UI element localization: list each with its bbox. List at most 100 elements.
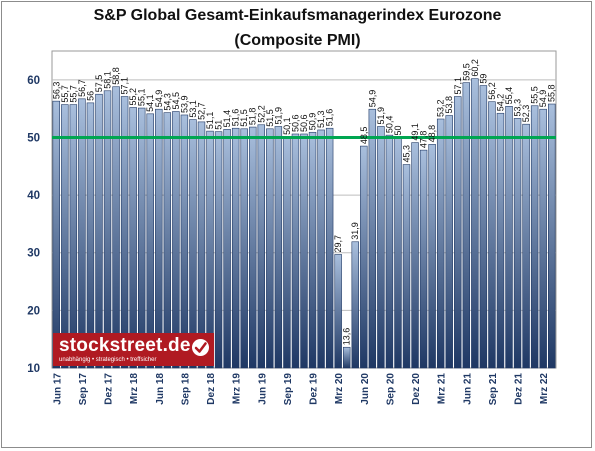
bar bbox=[428, 144, 436, 369]
bar-value-labels: 56,355,755,756,75657,558,158,857,155,255… bbox=[51, 59, 556, 345]
x-tick-label: Dez 21 bbox=[514, 373, 525, 405]
x-tick-label: Jun 21 bbox=[462, 373, 473, 405]
bar-value-label: 55,1 bbox=[137, 89, 147, 107]
bar-value-label: 51,9 bbox=[376, 107, 386, 125]
y-tick-label: 20 bbox=[27, 305, 40, 317]
bar-value-label: 51 bbox=[214, 120, 224, 130]
bar-value-label: 48,5 bbox=[359, 127, 369, 145]
bar-value-label: 51,8 bbox=[248, 108, 258, 126]
bar bbox=[180, 114, 189, 369]
bar-value-label: 50,4 bbox=[384, 116, 394, 134]
bar-value-label: 54,9 bbox=[538, 90, 548, 108]
bar-value-label: 58,1 bbox=[103, 71, 113, 89]
bar-value-label: 59,5 bbox=[461, 63, 471, 81]
bar-value-label: 54,1 bbox=[145, 94, 155, 112]
bar bbox=[436, 118, 445, 369]
y-tick-label: 40 bbox=[27, 190, 40, 202]
bar bbox=[206, 130, 214, 369]
x-tick-label: Dez 18 bbox=[206, 373, 217, 405]
bar bbox=[197, 121, 206, 369]
bar bbox=[505, 106, 513, 369]
bar bbox=[522, 123, 530, 369]
bar bbox=[334, 254, 342, 369]
bar-value-label: 29,7 bbox=[333, 235, 343, 253]
bar bbox=[283, 136, 291, 369]
x-axis: Jun 17 Sep 17 Dez 17 Mrz 18 Jun 18 Sep 18 Dez … bbox=[52, 373, 550, 406]
bar bbox=[513, 118, 522, 369]
bar-value-label: 60,2 bbox=[470, 59, 480, 77]
bar-value-label: 50 bbox=[393, 125, 403, 135]
bar-value-label: 51,1 bbox=[205, 112, 215, 130]
bar bbox=[548, 103, 556, 369]
x-tick-label: Dez 19 bbox=[309, 373, 320, 405]
bar bbox=[411, 142, 419, 369]
bar bbox=[342, 346, 351, 369]
bar-value-label: 51,5 bbox=[239, 109, 249, 127]
x-tick-label: Jun 18 bbox=[155, 373, 166, 405]
bar-value-label: 51,5 bbox=[265, 109, 275, 127]
bar bbox=[137, 107, 146, 369]
bar bbox=[172, 111, 180, 369]
bar bbox=[257, 124, 266, 369]
bar-value-label: 54,3 bbox=[162, 93, 172, 111]
bar-value-label: 54,9 bbox=[367, 90, 377, 108]
bar bbox=[223, 129, 231, 369]
bar bbox=[368, 108, 377, 369]
bar bbox=[274, 126, 283, 369]
bar bbox=[394, 137, 402, 369]
bar-value-label: 55,7 bbox=[60, 85, 70, 103]
bar-value-label: 57,1 bbox=[120, 77, 130, 95]
bar bbox=[300, 133, 308, 369]
y-tick-label: 10 bbox=[27, 363, 40, 375]
bar bbox=[129, 107, 137, 369]
bar-value-label: 52,7 bbox=[196, 102, 206, 120]
bar-value-label: 13,6 bbox=[342, 328, 352, 346]
bar bbox=[462, 82, 471, 369]
x-tick-label: Sep 20 bbox=[385, 373, 396, 406]
bar-value-label: 51,3 bbox=[316, 110, 326, 128]
x-tick-label: Mrz 21 bbox=[437, 373, 448, 405]
bar-value-label: 56,2 bbox=[487, 82, 497, 100]
bar bbox=[402, 164, 411, 369]
bar-value-label: 45,3 bbox=[402, 145, 412, 163]
bars bbox=[52, 78, 556, 369]
bar-value-label: 52,2 bbox=[256, 105, 266, 123]
bar-value-label: 56,3 bbox=[51, 82, 61, 100]
x-tick-label: Sep 19 bbox=[283, 373, 294, 406]
bar bbox=[539, 108, 547, 369]
bar-value-label: 51,4 bbox=[222, 110, 232, 128]
x-tick-label: Mrz 18 bbox=[129, 373, 140, 405]
bar bbox=[530, 105, 539, 369]
x-tick-label: Dez 17 bbox=[104, 373, 115, 405]
bar-value-label: 56,7 bbox=[77, 79, 87, 97]
bar bbox=[52, 100, 60, 369]
bar-value-label: 53,2 bbox=[436, 99, 446, 117]
bar-value-label: 55,2 bbox=[128, 88, 138, 106]
bar bbox=[385, 134, 394, 369]
bar bbox=[308, 131, 317, 369]
bar bbox=[471, 78, 479, 369]
bar bbox=[231, 127, 240, 369]
x-tick-label: Mrz 22 bbox=[539, 373, 550, 405]
bar bbox=[351, 241, 359, 369]
bar-value-label: 54,2 bbox=[495, 94, 505, 112]
bar bbox=[249, 126, 257, 369]
bar bbox=[214, 131, 223, 369]
bar bbox=[496, 112, 505, 369]
x-tick-label: Jun 20 bbox=[360, 373, 371, 405]
bar-value-label: 55,7 bbox=[68, 85, 78, 103]
bar bbox=[163, 112, 172, 369]
bar-value-label: 50,9 bbox=[308, 113, 318, 131]
bar bbox=[155, 108, 163, 369]
bar bbox=[488, 101, 496, 369]
y-tick-label: 60 bbox=[27, 75, 40, 87]
bar-value-label: 53,1 bbox=[188, 100, 198, 118]
stockstreet-logo: stockstreet.de unabhängig • strategisch … bbox=[53, 333, 214, 366]
bar-value-label: 50,6 bbox=[290, 114, 300, 132]
bar bbox=[325, 127, 334, 369]
x-tick-label: Dez 20 bbox=[411, 373, 422, 405]
logo-name: stockstreet.de bbox=[59, 335, 191, 356]
x-tick-label: Sep 17 bbox=[78, 373, 89, 406]
bar-value-label: 56 bbox=[85, 91, 95, 101]
bar-value-label: 49,1 bbox=[410, 123, 420, 141]
